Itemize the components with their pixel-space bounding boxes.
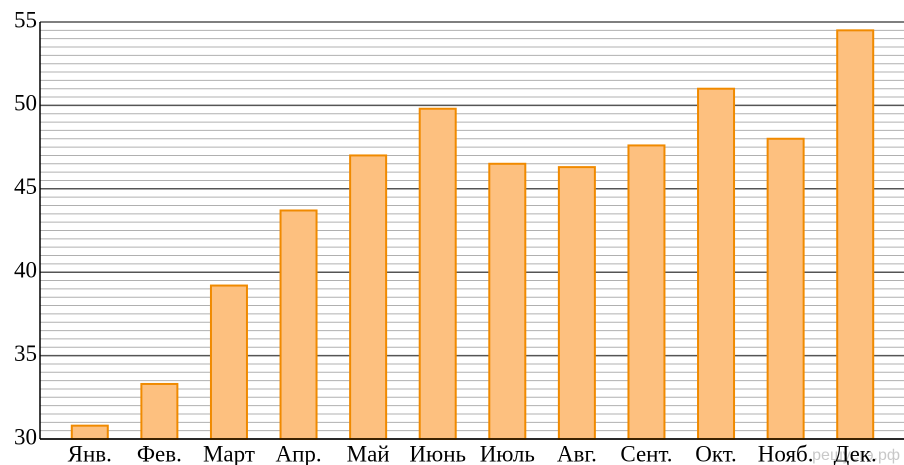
x-tick-label: Дек. bbox=[834, 441, 877, 465]
y-tick-label: 55 bbox=[14, 7, 37, 32]
y-tick-label: 35 bbox=[14, 341, 37, 366]
x-tick-label: Апр. bbox=[275, 441, 321, 465]
bar bbox=[836, 29, 875, 441]
y-tick-label: 30 bbox=[14, 424, 37, 449]
bar bbox=[279, 209, 318, 440]
bar bbox=[418, 107, 457, 441]
bar bbox=[140, 382, 179, 440]
y-tick-label: 50 bbox=[14, 91, 37, 116]
x-tick-label: Июль bbox=[480, 441, 535, 465]
bar bbox=[627, 144, 666, 440]
bar bbox=[697, 87, 736, 440]
x-tick-label: Янв. bbox=[68, 441, 112, 465]
x-tick-label: Июнь bbox=[409, 441, 466, 465]
x-tick-label: Сент. bbox=[620, 441, 672, 465]
x-tick-label: Фев. bbox=[137, 441, 182, 465]
bar bbox=[766, 137, 805, 440]
bar bbox=[70, 424, 109, 441]
bar bbox=[488, 162, 527, 440]
y-tick-label: 45 bbox=[14, 174, 37, 199]
bar bbox=[209, 284, 248, 440]
bar bbox=[557, 166, 596, 440]
x-tick-label: Нояб. bbox=[758, 441, 814, 465]
x-tick-label: Май bbox=[347, 441, 390, 465]
watermark: решуегэ.рф bbox=[812, 447, 900, 464]
bar bbox=[349, 154, 388, 440]
x-tick-label: Март bbox=[203, 441, 255, 465]
y-tick-label: 40 bbox=[14, 257, 37, 282]
x-tick-label: Авг. bbox=[557, 441, 597, 465]
x-tick-label: Окт. bbox=[695, 441, 737, 465]
